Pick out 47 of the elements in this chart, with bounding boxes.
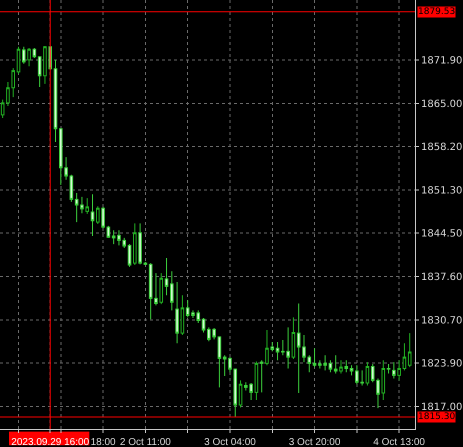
- x-tick-label: 18:00: [90, 437, 116, 447]
- candlestick: [27, 47, 31, 67]
- candlestick: [32, 47, 36, 59]
- candlestick: [22, 46, 26, 64]
- y-tick-label: 1844.50: [421, 228, 462, 240]
- candlestick: [265, 329, 269, 366]
- ref-line-label: 1815.30: [418, 412, 456, 422]
- candlestick: [159, 272, 164, 305]
- candlestick: [244, 382, 248, 392]
- candlestick: [180, 294, 184, 336]
- y-tick-label: 1837.60: [421, 272, 462, 283]
- candlestick: [133, 222, 137, 266]
- x-tick-label: 2023.09.29 16:00: [11, 437, 90, 447]
- candlestick: [238, 380, 242, 408]
- candlestick: [43, 46, 47, 84]
- candlestick: [408, 332, 412, 368]
- candlestick: [339, 360, 343, 374]
- y-tick-label: 1851.30: [421, 185, 462, 196]
- y-tick-label: 1823.90: [421, 358, 462, 370]
- candlestick: [344, 360, 348, 373]
- candlestick: [254, 361, 258, 400]
- candlestick: [381, 360, 386, 400]
- candlestick: [260, 360, 264, 393]
- x-tick-label: 4 Oct 13:00: [373, 437, 426, 447]
- y-tick-label: 1865.00: [421, 98, 462, 110]
- y-tick-label: 1871.90: [421, 55, 462, 66]
- candlestick: [366, 362, 370, 386]
- y-tick-label: 1817.00: [421, 402, 462, 413]
- y-tick-label: 1830.70: [421, 315, 462, 326]
- x-tick-label: 3 Oct 20:00: [288, 437, 341, 447]
- x-tick-label: 3 Oct 04:00: [204, 437, 256, 447]
- candlestick: [96, 206, 100, 224]
- candlestick: [270, 341, 274, 352]
- x-tick-label: 2 Oct 11:00: [120, 437, 172, 447]
- candlestick: [360, 370, 364, 386]
- y-tick-label: 1858.20: [421, 142, 462, 153]
- candlestick: [392, 362, 396, 380]
- candlestick: [38, 56, 42, 88]
- candlestick: [90, 194, 94, 236]
- candlestick: [249, 382, 253, 400]
- candlestick: [292, 316, 296, 360]
- candlestick: [286, 326, 290, 369]
- candlestick: [175, 282, 179, 344]
- candlestick: [386, 364, 390, 374]
- ref-line-label: 1879.53: [418, 7, 456, 17]
- candlestick: [334, 354, 338, 374]
- candlestick: [85, 198, 90, 214]
